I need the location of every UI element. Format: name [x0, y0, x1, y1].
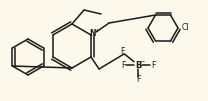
- Text: −: −: [139, 58, 145, 64]
- Text: F: F: [151, 60, 155, 69]
- Text: B: B: [135, 60, 141, 69]
- Text: F: F: [120, 47, 124, 56]
- Text: F: F: [121, 60, 125, 69]
- Text: Cl: Cl: [182, 24, 189, 33]
- Text: F: F: [136, 76, 140, 85]
- Text: +: +: [94, 27, 100, 33]
- Text: N: N: [89, 29, 95, 38]
